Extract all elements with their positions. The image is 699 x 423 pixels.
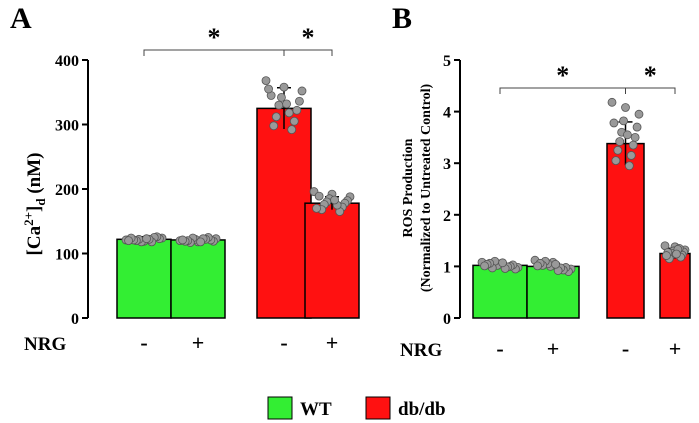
panel-a-y-tick-label: 200 bbox=[55, 182, 79, 199]
panel-b-data-point bbox=[628, 140, 638, 150]
panel-b-data-point bbox=[632, 122, 642, 132]
panel-a-y-tick-label: 400 bbox=[55, 53, 79, 70]
panel-a-data-point bbox=[264, 84, 273, 94]
panel-b-data-point bbox=[626, 151, 636, 160]
panel-a-significance-bracket bbox=[283, 49, 333, 56]
panel-a-data-point bbox=[289, 116, 299, 126]
panel-b-y-tick-label: 1 bbox=[443, 259, 451, 276]
panel-b-significance-bracket bbox=[625, 87, 676, 94]
panel-a-data-point bbox=[178, 235, 187, 245]
panel-b-data-point bbox=[624, 161, 634, 171]
panel-b-ylabel: ROS Production bbox=[401, 138, 416, 237]
legend-swatch-wt bbox=[267, 396, 293, 420]
panel-b-significance-star: * bbox=[644, 61, 657, 90]
panel-b-data-point bbox=[607, 97, 617, 107]
panel-b-y-tick-label: 5 bbox=[443, 53, 451, 70]
panel-b-y-tick-label: 4 bbox=[443, 105, 451, 122]
panel-b-y-tick-label: 0 bbox=[443, 311, 451, 328]
panel-a-significance-star: * bbox=[208, 23, 221, 52]
panel-a-bar bbox=[170, 239, 226, 319]
panel-a-y-tick-label: 100 bbox=[55, 247, 79, 264]
panel-a-data-point bbox=[282, 99, 291, 109]
panel-b-significance-star: * bbox=[556, 61, 569, 90]
legend-label-wt: WT bbox=[300, 399, 332, 420]
panel-a-nrg-sign: + bbox=[326, 330, 339, 355]
panel-a-nrg-sign: - bbox=[140, 330, 147, 355]
panel-b-chart: 0 1 2 3 4 5 - + - + * * bbox=[443, 53, 691, 361]
panel-a-data-point bbox=[295, 96, 304, 106]
panel-a-data-point bbox=[312, 203, 321, 213]
panel-b-data-point bbox=[619, 116, 628, 126]
panel-b-data-point bbox=[621, 103, 630, 112]
panel-b-data-point bbox=[630, 132, 640, 142]
panel-b-data-point bbox=[498, 258, 507, 268]
panel-a-data-point bbox=[297, 86, 307, 96]
panel-b-data-point bbox=[615, 137, 625, 146]
panel-a-data-point bbox=[271, 112, 281, 122]
panel-b-data-point bbox=[634, 109, 644, 119]
panel-b-nrg-sign: - bbox=[496, 336, 503, 361]
panel-a-data-point bbox=[142, 234, 151, 244]
panel-a-data-point bbox=[287, 125, 297, 135]
panel-a-data-point bbox=[196, 237, 205, 247]
panel-b-nrg-sign: + bbox=[669, 336, 682, 361]
panel-a-bar bbox=[304, 202, 360, 319]
panel-a-y-tick-label: 300 bbox=[55, 118, 79, 135]
panel-b-y-tick-label: 3 bbox=[443, 156, 451, 173]
panel-a-ylabel: [Ca2+]d (nM) bbox=[21, 153, 48, 256]
panel-a-data-point bbox=[330, 195, 339, 205]
panel-b-data-point bbox=[623, 130, 632, 140]
panel-a-nrg-label: NRG bbox=[24, 334, 66, 355]
panel-b-bar bbox=[659, 252, 691, 319]
panel-b-ylabel-line2: (Normalized to Untreated Control) bbox=[419, 84, 434, 293]
panel-a-nrg-sign: + bbox=[192, 330, 205, 355]
panel-b-data-point bbox=[613, 145, 623, 155]
panel-a-data-point bbox=[261, 76, 271, 86]
panel-b-data-point bbox=[480, 261, 489, 271]
panel-a-data-point bbox=[269, 121, 279, 131]
panel-b-data-point bbox=[551, 259, 560, 269]
panel-b-bar bbox=[606, 142, 645, 319]
panel-b-data-point bbox=[662, 251, 671, 260]
panel-a-y-tick-label: 0 bbox=[71, 311, 79, 328]
panel-b-data-point bbox=[611, 156, 621, 166]
panel-b-data-point bbox=[672, 249, 681, 259]
panel-a-bar bbox=[256, 107, 312, 319]
panel-b-letter: B bbox=[392, 2, 412, 35]
panel-a-bar bbox=[116, 238, 172, 319]
panel-b-nrg-sign: + bbox=[547, 336, 560, 361]
panel-a-data-point bbox=[292, 105, 302, 115]
panel-a-data-point bbox=[279, 82, 289, 92]
panel-a-data-point bbox=[124, 236, 133, 246]
panel-b-nrg-label: NRG bbox=[400, 340, 442, 361]
panel-b-nrg-sign: - bbox=[622, 336, 629, 361]
panel-a-significance-star: * bbox=[302, 23, 315, 52]
panel-a-letter: A bbox=[10, 2, 32, 35]
panel-b-y-tick-label: 2 bbox=[443, 208, 451, 225]
legend-swatch-dbdb bbox=[365, 396, 391, 420]
panel-a-data-point bbox=[284, 108, 294, 118]
legend-label-dbdb: db/db bbox=[398, 399, 446, 420]
panel-a-data-point bbox=[274, 100, 284, 110]
panel-b-data-point bbox=[609, 118, 619, 128]
panel-b-bar bbox=[472, 264, 528, 319]
panel-a-chart: 0 100 200 300 400 - + - + * * bbox=[55, 23, 360, 355]
panel-a-data-point bbox=[277, 93, 286, 102]
panel-a-data-point bbox=[314, 191, 324, 201]
panel-b-data-point bbox=[533, 261, 542, 271]
panel-a-nrg-sign: - bbox=[280, 330, 287, 355]
